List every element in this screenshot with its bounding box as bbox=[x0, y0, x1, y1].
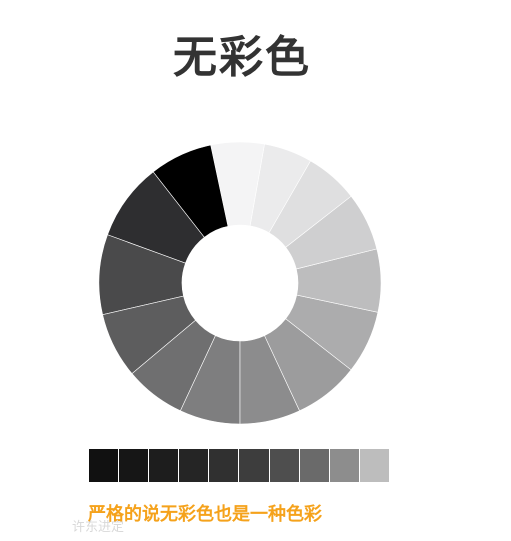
swatch-2 bbox=[119, 449, 150, 482]
wheel-segment-light bbox=[210, 141, 265, 227]
swatch-9 bbox=[329, 449, 360, 482]
wheel-segment-grey-4 bbox=[131, 319, 216, 412]
wheel-segment-grey-6 bbox=[239, 335, 300, 425]
swatch-3 bbox=[149, 449, 180, 482]
wheel-segment-grey-10 bbox=[285, 195, 378, 270]
wheel-segment-grey-2 bbox=[98, 234, 186, 316]
wheel-segment-grey-3 bbox=[102, 295, 196, 375]
swatch-6 bbox=[239, 449, 270, 482]
swatch-4 bbox=[179, 449, 210, 482]
wheel-segment-grey-5 bbox=[180, 335, 241, 425]
swatch-1 bbox=[89, 449, 120, 482]
caption: 严格的说无彩色也是一种色彩 bbox=[88, 504, 322, 525]
wheel-segment-grey-9 bbox=[295, 248, 382, 313]
wheel-segment-grey-7 bbox=[264, 318, 352, 412]
wheel-segment-grey-1 bbox=[107, 171, 205, 264]
swatch-10 bbox=[359, 449, 390, 482]
swatch-7 bbox=[269, 449, 300, 482]
wheel-segment-grey-12 bbox=[249, 143, 311, 234]
swatch-8 bbox=[299, 449, 330, 482]
watermark: 许东进定 bbox=[72, 520, 125, 535]
swatch-5 bbox=[209, 449, 240, 482]
wheel-segment-grey-8 bbox=[285, 294, 379, 371]
swatch-11 bbox=[389, 449, 421, 482]
page-title: 无彩色 bbox=[173, 32, 311, 83]
wheel-segment-grey-11 bbox=[268, 160, 352, 248]
grayscale-swatch-strip bbox=[89, 449, 421, 482]
